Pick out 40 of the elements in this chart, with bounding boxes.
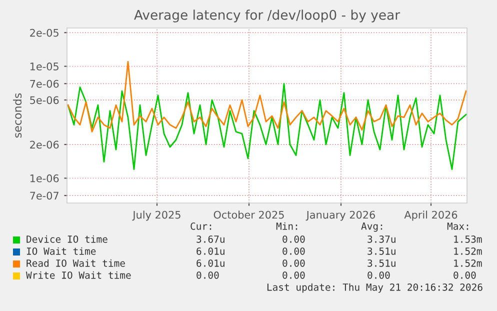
text: 1.53m: [454, 235, 482, 243]
text: 0.00: [282, 271, 305, 279]
line-series: [67, 60, 467, 132]
legend-label: Write IO Wait time: [26, 271, 131, 279]
text: 1.52m: [454, 247, 482, 255]
y-tick-label: 7e-06: [30, 80, 59, 88]
text: Cur:: [190, 222, 212, 230]
text: 0.00: [368, 271, 390, 279]
text: Last update: Thu May 21 20:16:32 2026: [267, 283, 482, 293]
y-tick-label: 2e-06: [30, 140, 59, 149]
chart-title: Average latency for /dev/loop0 - by year: [134, 10, 400, 22]
text: 6.01u: [196, 247, 224, 255]
text: 3.37u: [368, 235, 396, 243]
legend-label: Read IO Wait time: [26, 259, 125, 267]
text: 3.51u: [368, 259, 396, 267]
text: 6.01u: [196, 259, 224, 267]
text: 0.00: [282, 259, 305, 267]
text: 0.00: [196, 271, 219, 279]
text: Avg:: [361, 222, 382, 232]
line-series: [67, 82, 467, 170]
legend-label: Device IO time: [26, 235, 108, 243]
y-tick-label: 5e-06: [30, 96, 59, 104]
x-tick-label: January 2026: [306, 210, 375, 221]
x-tick-label: April 2026: [404, 210, 458, 221]
legend-label: IO Wait time: [26, 247, 96, 255]
y-tick-label: 2e-05: [30, 28, 58, 37]
text: 1.52m: [454, 259, 482, 267]
y-tick-label: 7e-07: [30, 192, 58, 200]
x-tick-label: October 2025: [214, 210, 284, 219]
text: 0.00: [454, 271, 476, 279]
x-tick-label: July 2025: [132, 210, 180, 221]
text: Min:: [276, 222, 298, 230]
text: 3.67u: [196, 235, 224, 243]
y-tick-label: 1e-06: [30, 174, 59, 182]
text: 3.51u: [368, 247, 396, 255]
text: Max:: [447, 222, 468, 230]
y-tick-label: 1e-05: [30, 62, 58, 70]
text: 0.00: [282, 235, 305, 243]
y-axis-title: seconds: [13, 93, 22, 138]
text: 0.00: [282, 247, 305, 255]
